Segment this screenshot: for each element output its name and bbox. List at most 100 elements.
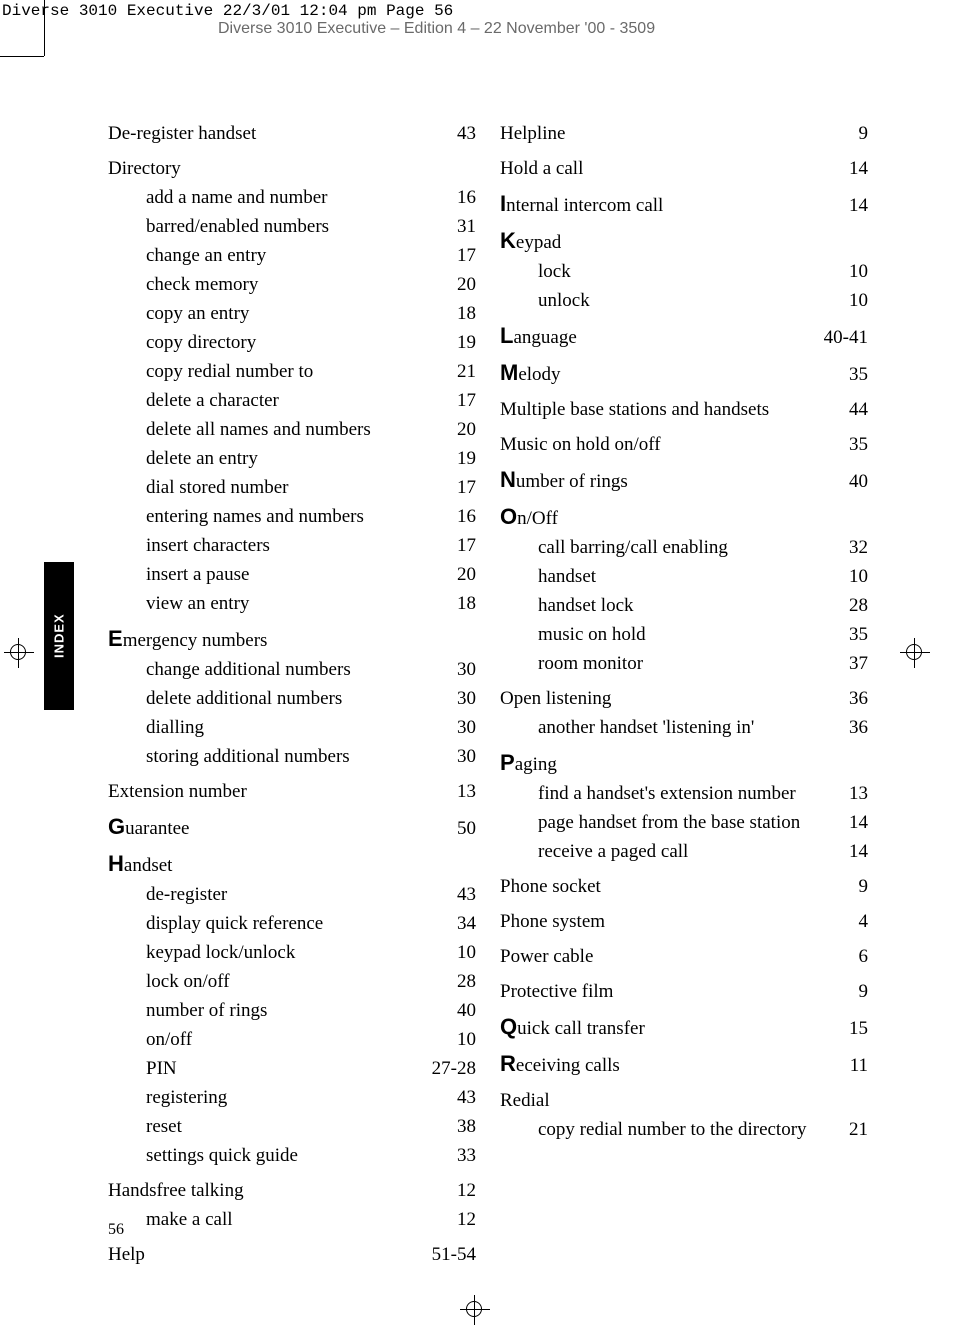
index-entry: another handset 'listening in'36	[500, 714, 868, 741]
index-entry: Handset	[108, 850, 476, 879]
entry-page: 30	[457, 743, 476, 770]
entry-page: 35	[849, 361, 868, 388]
index-entry: change an entry17	[108, 242, 476, 269]
entry-page: 9	[859, 978, 869, 1005]
entry-label: display quick reference	[146, 910, 457, 937]
index-entry: registering43	[108, 1084, 476, 1111]
index-entry: Protective film9	[500, 978, 868, 1005]
doc-header: Diverse 3010 Executive – Edition 4 – 22 …	[218, 20, 655, 38]
index-entry: dialling30	[108, 714, 476, 741]
entry-page: 21	[849, 1116, 868, 1143]
entry-page: 12	[457, 1206, 476, 1233]
index-entry: storing additional numbers30	[108, 743, 476, 770]
entry-page: 16	[457, 503, 476, 530]
entry-page: 17	[457, 242, 476, 269]
entry-label: unlock	[538, 287, 849, 314]
index-entry: Keypad	[500, 227, 868, 256]
entry-page: 44	[849, 396, 868, 423]
entry-page: 14	[849, 809, 868, 836]
index-entry: Phone socket9	[500, 873, 868, 900]
index-entry: change additional numbers30	[108, 656, 476, 683]
entry-page: 18	[457, 300, 476, 327]
index-entry: room monitor37	[500, 650, 868, 677]
entry-page: 19	[457, 445, 476, 472]
entry-label: find a handset's extension number	[538, 780, 849, 807]
entry-label: lock	[538, 258, 849, 285]
entry-label: delete a character	[146, 387, 457, 414]
index-entry: copy directory19	[108, 329, 476, 356]
entry-label: handset lock	[538, 592, 849, 619]
index-entry: delete a character17	[108, 387, 476, 414]
index-entry: dial stored number17	[108, 474, 476, 501]
index-entry: insert a pause20	[108, 561, 476, 588]
entry-label: Melody	[500, 359, 849, 388]
entry-page: 31	[457, 213, 476, 240]
index-entry: delete additional numbers30	[108, 685, 476, 712]
entry-page: 10	[849, 563, 868, 590]
entry-label: Protective film	[500, 978, 859, 1005]
entry-label: Help	[108, 1241, 432, 1268]
entry-page: 40	[849, 468, 868, 495]
entry-label: de-register	[146, 881, 457, 908]
entry-page: 10	[457, 939, 476, 966]
entry-page: 16	[457, 184, 476, 211]
entry-page: 33	[457, 1142, 476, 1169]
index-entry: on/off10	[108, 1026, 476, 1053]
entry-page: 30	[457, 714, 476, 741]
entry-label: delete all names and numbers	[146, 416, 457, 443]
index-entry: keypad lock/unlock10	[108, 939, 476, 966]
entry-label: insert a pause	[146, 561, 457, 588]
entry-page: 9	[859, 873, 869, 900]
index-entry: find a handset's extension number13	[500, 780, 868, 807]
entry-label: on/off	[146, 1026, 457, 1053]
entry-page: 20	[457, 561, 476, 588]
entry-label: Open listening	[500, 685, 849, 712]
entry-page: 36	[849, 685, 868, 712]
index-entry: Paging	[500, 749, 868, 778]
index-entry: Number of rings40	[500, 466, 868, 495]
index-entry: handset lock28	[500, 592, 868, 619]
index-entry: Quick call transfer15	[500, 1013, 868, 1042]
index-entry: Melody35	[500, 359, 868, 388]
index-entry: barred/enabled numbers31	[108, 213, 476, 240]
index-content: De-register handset43Directoryadd a name…	[108, 112, 868, 1270]
entry-label: Music on hold on/off	[500, 431, 849, 458]
entry-page: 30	[457, 656, 476, 683]
index-entry: Emergency numbers	[108, 625, 476, 654]
index-entry: delete all names and numbers20	[108, 416, 476, 443]
index-entry: lock on/off28	[108, 968, 476, 995]
entry-label: dialling	[146, 714, 457, 741]
entry-label: delete an entry	[146, 445, 457, 472]
entry-label: insert characters	[146, 532, 457, 559]
entry-label: add a name and number	[146, 184, 457, 211]
entry-label: storing additional numbers	[146, 743, 457, 770]
index-entry: De-register handset43	[108, 120, 476, 147]
right-column: Helpline9Hold a call14Internal intercom …	[500, 112, 868, 1270]
entry-page: 12	[457, 1177, 476, 1204]
entry-page: 43	[457, 881, 476, 908]
entry-label: change an entry	[146, 242, 457, 269]
index-entry: music on hold35	[500, 621, 868, 648]
entry-label: handset	[538, 563, 849, 590]
entry-page: 37	[849, 650, 868, 677]
index-entry: Open listening36	[500, 685, 868, 712]
entry-label: Handsfree talking	[108, 1177, 457, 1204]
entry-page: 6	[859, 943, 869, 970]
index-entry: Hold a call14	[500, 155, 868, 182]
index-entry: insert characters17	[108, 532, 476, 559]
entry-label: lock on/off	[146, 968, 457, 995]
entry-page: 28	[849, 592, 868, 619]
entry-label: Receiving calls	[500, 1050, 850, 1079]
index-entry: delete an entry19	[108, 445, 476, 472]
index-entry: settings quick guide33	[108, 1142, 476, 1169]
index-entry: de-register43	[108, 881, 476, 908]
entry-label: Emergency numbers	[108, 625, 476, 654]
index-entry: entering names and numbers16	[108, 503, 476, 530]
entry-label: room monitor	[538, 650, 849, 677]
index-entry: receive a paged call14	[500, 838, 868, 865]
index-entry: On/Off	[500, 503, 868, 532]
index-entry: Guarantee50	[108, 813, 476, 842]
entry-page: 11	[850, 1052, 868, 1079]
entry-page: 13	[849, 780, 868, 807]
entry-label: reset	[146, 1113, 457, 1140]
